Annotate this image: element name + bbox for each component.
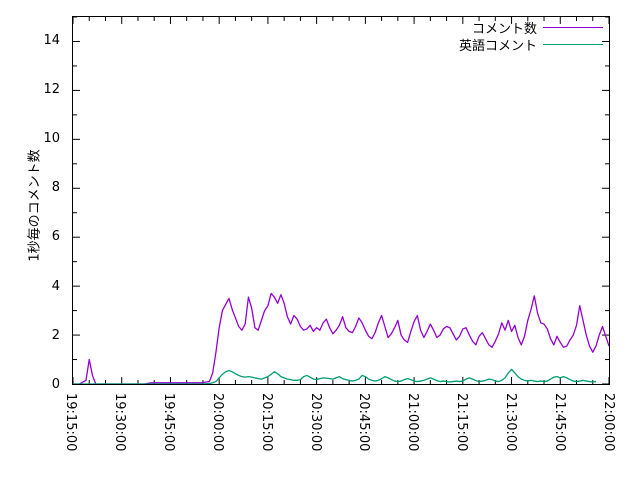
series-lines <box>73 292 609 384</box>
y-tick-label: 8 <box>51 180 60 196</box>
x-tick-label: 21:45:00 <box>552 393 568 452</box>
x-tick-label: 21:30:00 <box>503 393 519 452</box>
legend-label-comments: コメント数 <box>471 22 537 37</box>
legend-label-english-comments: 英語コメント <box>458 39 537 54</box>
legend-line-sample-comments <box>543 27 603 28</box>
y-tick-label: 6 <box>51 229 60 245</box>
x-tick-label: 19:45:00 <box>160 393 176 452</box>
y-tick-label: 4 <box>51 278 60 294</box>
x-tick-label: 20:15:00 <box>258 393 274 452</box>
series-line-1 <box>73 292 609 384</box>
x-tick-label: 19:15:00 <box>63 393 78 452</box>
series-line-2 <box>73 368 597 384</box>
plot-area: コメント数 英語コメント <box>72 16 610 385</box>
y-tick-label: 2 <box>51 327 60 343</box>
plot-svg <box>73 17 609 384</box>
y-tick-label: 10 <box>43 131 60 146</box>
y-axis-tick-labels: 0 2 4 6 8 10 12 14 <box>0 0 72 480</box>
x-tick-label: 20:45:00 <box>356 393 372 452</box>
axis-tick-marks <box>73 17 609 384</box>
x-tick-label: 20:30:00 <box>307 393 323 452</box>
legend-line-sample-english-comments <box>543 44 603 45</box>
legend-entry-comments: コメント数 <box>445 19 603 37</box>
x-tick-label: 21:15:00 <box>454 393 470 452</box>
x-tick-label: 22:00:00 <box>601 393 616 452</box>
legend: コメント数 英語コメント <box>445 19 603 54</box>
x-tick-label: 21:00:00 <box>405 393 421 452</box>
y-tick-label: 12 <box>43 81 60 97</box>
y-tick-label: 14 <box>43 32 60 48</box>
y-tick-label: 0 <box>51 377 60 392</box>
x-tick-label: 19:30:00 <box>111 393 127 452</box>
legend-entry-english-comments: 英語コメント <box>445 36 603 54</box>
x-tick-label: 20:00:00 <box>209 393 225 452</box>
